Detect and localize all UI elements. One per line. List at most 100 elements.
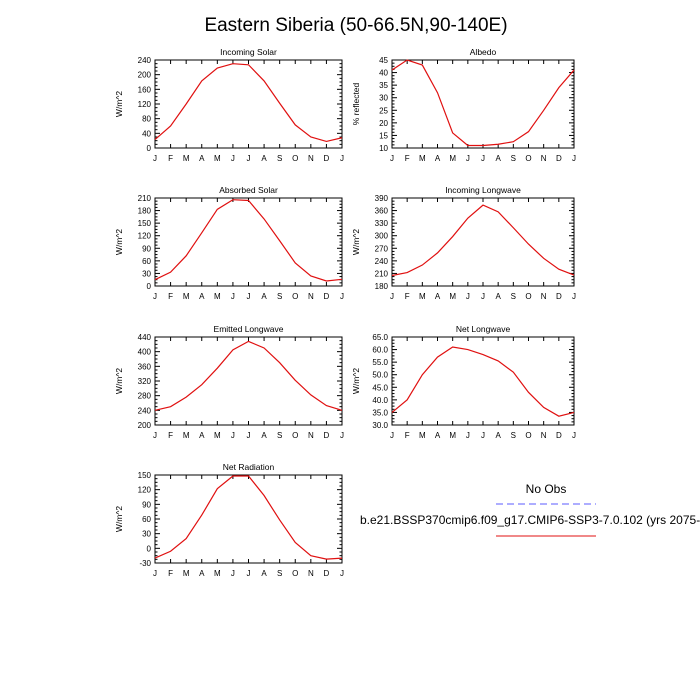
x-tick-label: S	[277, 569, 282, 578]
y-axis-label: W/m^2	[114, 506, 124, 532]
x-tick-label: S	[511, 292, 516, 301]
x-tick-label: O	[525, 154, 531, 163]
y-tick-label: 35	[379, 81, 388, 90]
x-tick-label: D	[324, 292, 330, 301]
x-tick-label: J	[481, 292, 485, 301]
series-line-0	[154, 63, 343, 143]
x-tick-label: M	[214, 569, 221, 578]
x-tick-label: M	[449, 431, 456, 440]
y-tick-label: 15	[379, 131, 388, 140]
y-tick-label: 200	[138, 421, 152, 430]
x-tick-label: D	[324, 431, 330, 440]
x-tick-label: J	[466, 154, 470, 163]
x-tick-label: A	[435, 431, 441, 440]
x-tick-label: O	[292, 154, 298, 163]
y-tick-label: 150	[138, 471, 152, 480]
y-tick-label: 30	[142, 530, 151, 539]
plot-frame	[154, 59, 343, 149]
x-tick-label: J	[231, 431, 235, 440]
y-tick-label: -30	[139, 559, 151, 568]
x-tick-label: D	[324, 154, 330, 163]
x-tick-label: J	[390, 154, 394, 163]
x-tick-label: F	[168, 569, 173, 578]
x-tick-label: F	[405, 431, 410, 440]
x-tick-label: J	[340, 569, 344, 578]
x-tick-label: A	[495, 154, 501, 163]
series-line-0	[391, 204, 575, 277]
x-tick-label: J	[231, 154, 235, 163]
x-tick-label: A	[495, 431, 501, 440]
y-tick-label: 270	[375, 244, 389, 253]
x-tick-label: S	[277, 292, 282, 301]
y-tick-label: 180	[138, 207, 152, 216]
x-tick-label: J	[481, 431, 485, 440]
y-axis-label: W/m^2	[114, 229, 124, 255]
y-tick-label: 35.0	[372, 408, 388, 417]
x-tick-label: A	[435, 154, 441, 163]
x-tick-label: F	[405, 292, 410, 301]
y-tick-label: 25	[379, 106, 388, 115]
x-tick-label: A	[199, 154, 205, 163]
series-line-0	[154, 199, 343, 282]
y-tick-label: 0	[147, 282, 152, 291]
x-tick-label: N	[541, 292, 547, 301]
x-tick-label: M	[419, 292, 426, 301]
y-tick-label: 390	[375, 194, 389, 203]
x-tick-label: M	[214, 292, 221, 301]
x-tick-label: M	[419, 431, 426, 440]
y-tick-label: 320	[138, 377, 152, 386]
x-tick-label: A	[261, 431, 267, 440]
y-tick-label: 80	[142, 115, 151, 124]
series-line-0	[391, 59, 575, 147]
x-tick-label: J	[466, 292, 470, 301]
panel-title: Incoming Solar	[220, 47, 277, 57]
x-tick-label: J	[390, 431, 394, 440]
x-tick-label: J	[572, 431, 576, 440]
x-tick-label: J	[153, 154, 157, 163]
x-tick-label: N	[541, 431, 547, 440]
y-tick-label: 330	[375, 219, 389, 228]
x-tick-label: J	[340, 431, 344, 440]
y-tick-label: 40	[379, 69, 388, 78]
x-tick-label: A	[199, 431, 205, 440]
y-tick-label: 360	[138, 362, 152, 371]
x-tick-label: D	[556, 154, 562, 163]
x-tick-label: J	[340, 292, 344, 301]
x-tick-label: M	[183, 154, 190, 163]
y-tick-label: 440	[138, 333, 152, 342]
y-tick-label: 120	[138, 232, 152, 241]
x-tick-label: A	[199, 569, 205, 578]
x-tick-label: J	[247, 154, 251, 163]
y-tick-label: 210	[138, 194, 152, 203]
y-tick-label: 30	[379, 94, 388, 103]
y-tick-label: 240	[138, 56, 152, 65]
y-tick-label: 160	[138, 85, 152, 94]
y-tick-label: 30.0	[372, 421, 388, 430]
y-axis-label: % reflected	[351, 82, 361, 125]
x-tick-label: A	[261, 154, 267, 163]
y-tick-label: 150	[138, 219, 152, 228]
x-tick-label: N	[308, 569, 314, 578]
x-tick-label: O	[292, 569, 298, 578]
y-tick-label: 0	[147, 544, 152, 553]
figure-title: Eastern Siberia (50-66.5N,90-140E)	[204, 15, 507, 36]
plot-frame	[154, 336, 343, 426]
x-tick-label: S	[511, 154, 516, 163]
x-tick-label: D	[556, 431, 562, 440]
y-axis-label: W/m^2	[114, 368, 124, 394]
y-tick-label: 50.0	[372, 371, 388, 380]
y-tick-label: 240	[375, 257, 389, 266]
x-tick-label: N	[308, 154, 314, 163]
x-tick-label: D	[556, 292, 562, 301]
x-tick-label: J	[153, 292, 157, 301]
x-tick-label: A	[495, 292, 501, 301]
y-tick-label: 0	[147, 144, 152, 153]
y-tick-label: 360	[375, 207, 389, 216]
x-tick-label: O	[525, 431, 531, 440]
